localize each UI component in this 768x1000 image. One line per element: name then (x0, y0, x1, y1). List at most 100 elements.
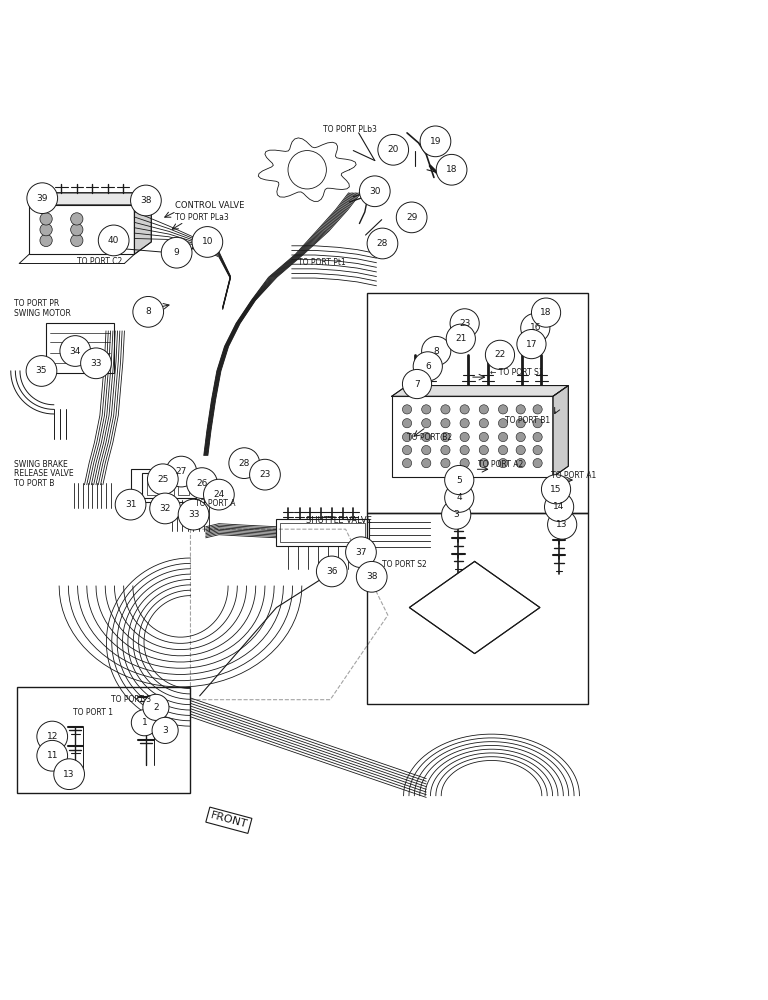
Text: 28: 28 (377, 239, 388, 248)
Text: 20: 20 (388, 145, 399, 154)
Text: 10: 10 (202, 237, 213, 246)
Text: TO PORT 3: TO PORT 3 (111, 695, 151, 704)
Circle shape (446, 324, 475, 353)
Circle shape (152, 717, 178, 743)
Circle shape (187, 468, 217, 498)
Text: 15: 15 (551, 485, 561, 494)
Text: 32: 32 (160, 504, 170, 513)
Circle shape (71, 213, 83, 225)
Circle shape (359, 176, 390, 207)
Circle shape (516, 419, 525, 428)
Circle shape (422, 405, 431, 414)
Circle shape (378, 134, 409, 165)
Circle shape (460, 419, 469, 428)
Circle shape (460, 432, 469, 442)
Circle shape (178, 499, 209, 530)
Circle shape (498, 405, 508, 414)
Circle shape (498, 445, 508, 455)
Text: 31: 31 (125, 500, 136, 509)
Circle shape (131, 710, 157, 736)
Bar (46, 323, 114, 373)
Circle shape (396, 202, 427, 233)
Circle shape (498, 432, 508, 442)
Text: 23: 23 (260, 470, 270, 479)
Circle shape (422, 445, 431, 455)
Text: 12: 12 (47, 732, 58, 741)
Text: 4: 4 (456, 493, 462, 502)
Circle shape (250, 459, 280, 490)
Text: 14: 14 (554, 502, 564, 511)
Circle shape (441, 419, 450, 428)
Circle shape (460, 445, 469, 455)
Text: TO PORT B1: TO PORT B1 (505, 416, 551, 425)
Circle shape (402, 419, 412, 428)
Text: 8: 8 (433, 347, 439, 356)
Bar (29, 205, 134, 254)
Circle shape (204, 479, 234, 510)
Circle shape (516, 445, 525, 455)
Circle shape (402, 369, 432, 399)
Circle shape (147, 464, 178, 495)
Circle shape (54, 759, 84, 790)
Circle shape (479, 432, 488, 442)
Text: TO PORT 1: TO PORT 1 (73, 708, 113, 717)
Text: 23: 23 (459, 319, 470, 328)
Text: TO PORT C2: TO PORT C2 (77, 257, 122, 266)
Circle shape (40, 234, 52, 247)
Circle shape (402, 405, 412, 414)
Circle shape (402, 445, 412, 455)
Circle shape (402, 432, 412, 442)
Circle shape (316, 556, 347, 587)
Bar (142, 473, 196, 498)
Text: 18: 18 (541, 308, 551, 317)
Text: 17: 17 (526, 340, 537, 349)
Text: SWING BRAKE: SWING BRAKE (14, 460, 68, 469)
Circle shape (521, 313, 550, 343)
Circle shape (441, 445, 450, 455)
Text: TO PORT PR: TO PORT PR (14, 299, 59, 308)
Polygon shape (392, 386, 568, 396)
Bar (163, 477, 174, 495)
Bar (276, 519, 369, 546)
Text: FRONT: FRONT (209, 811, 249, 830)
Text: TO PORT S2: TO PORT S2 (382, 560, 427, 569)
Circle shape (517, 330, 546, 359)
Circle shape (37, 721, 68, 752)
Polygon shape (409, 561, 540, 654)
Circle shape (516, 459, 525, 468)
Circle shape (485, 340, 515, 369)
Text: 1: 1 (141, 718, 147, 727)
Circle shape (133, 296, 164, 327)
Text: 22: 22 (495, 350, 505, 359)
Text: 36: 36 (326, 567, 337, 576)
Text: SWING MOTOR: SWING MOTOR (14, 309, 71, 318)
Text: 13: 13 (557, 520, 568, 529)
Text: 39: 39 (37, 194, 48, 203)
Circle shape (533, 432, 542, 442)
Circle shape (40, 213, 52, 225)
Circle shape (27, 183, 58, 214)
Text: ← TO PORT S1: ← TO PORT S1 (490, 368, 544, 377)
Circle shape (533, 445, 542, 455)
Circle shape (166, 456, 197, 487)
Circle shape (402, 459, 412, 468)
Text: TO PORT PLa3: TO PORT PLa3 (175, 213, 229, 222)
Circle shape (479, 459, 488, 468)
Text: 9: 9 (174, 248, 180, 257)
Text: RELEASE VALVE: RELEASE VALVE (14, 469, 74, 478)
Circle shape (436, 154, 467, 185)
Text: 35: 35 (36, 366, 47, 375)
Text: 8: 8 (145, 307, 151, 316)
Text: TO PORT B: TO PORT B (14, 479, 55, 488)
Text: CONTROL VALVE: CONTROL VALVE (175, 201, 244, 210)
Circle shape (356, 561, 387, 592)
Text: TO PORT A1: TO PORT A1 (551, 471, 597, 480)
Bar (280, 523, 365, 542)
Circle shape (479, 419, 488, 428)
Circle shape (533, 459, 542, 468)
Circle shape (26, 356, 57, 386)
Circle shape (479, 445, 488, 455)
Circle shape (498, 419, 508, 428)
Text: 21: 21 (455, 334, 466, 343)
Text: 25: 25 (157, 475, 168, 484)
